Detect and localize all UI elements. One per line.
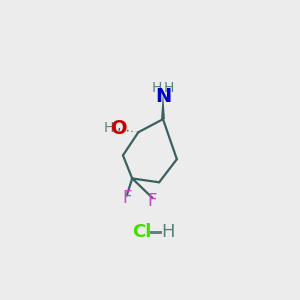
Text: F: F — [122, 190, 132, 208]
Text: H: H — [152, 81, 162, 94]
Text: Cl: Cl — [132, 223, 151, 241]
Polygon shape — [161, 92, 165, 119]
Text: F: F — [148, 192, 157, 210]
Text: H: H — [103, 122, 113, 135]
Text: N: N — [155, 87, 171, 106]
Text: H: H — [164, 81, 174, 94]
Text: H: H — [161, 223, 174, 241]
Text: O: O — [111, 119, 128, 138]
